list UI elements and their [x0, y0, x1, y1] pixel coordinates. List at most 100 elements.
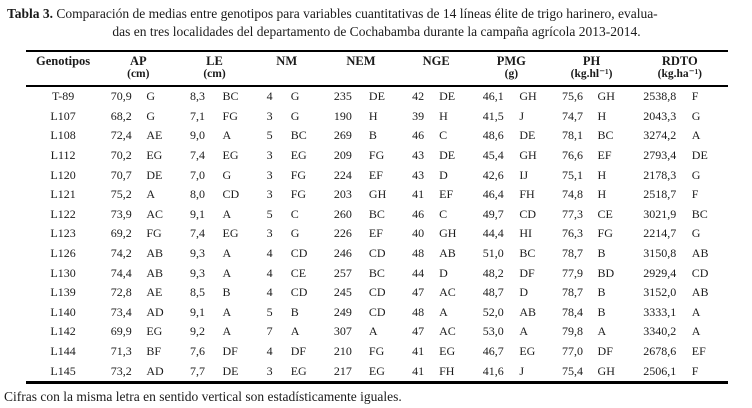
genotype-cell: T-89	[51, 89, 75, 104]
value-cell-ap: 74,4	[110, 265, 132, 280]
value-cell-pmg: 48,7	[482, 285, 504, 300]
value-cell-rdto: 2518,7	[643, 187, 677, 202]
value-cell-ap: 71,3	[110, 344, 132, 359]
letters-cell-nm: G	[290, 226, 300, 241]
table-row: L121 75,2 A 8,0 CD 3 FG 203 GH 41 EF 46,4 FH 74,8 H 251…	[26, 185, 728, 205]
letters-cell-nm: FG	[290, 187, 307, 202]
letters-cell-rdto: F	[691, 187, 699, 202]
letters-cell-pmg: GH	[519, 89, 537, 104]
letters-cell-pmg: HI	[519, 226, 532, 241]
value-cell-rdto: 2178,3	[643, 167, 677, 182]
column-header-ph: PH (kg.hl⁻¹)	[551, 51, 631, 86]
value-cell-le: 7,4	[189, 226, 205, 241]
letters-cell-le: A	[222, 246, 232, 261]
letters-cell-le: A	[222, 304, 232, 319]
value-cell-ph: 78,1	[561, 128, 583, 143]
letters-cell-nm: EG	[290, 148, 307, 163]
value-cell-rdto: 3152,0	[643, 285, 677, 300]
value-cell-pmg: 41,6	[482, 363, 504, 378]
value-cell-ap: 72,8	[110, 285, 132, 300]
column-header-nem-abbr: NEM	[346, 54, 376, 68]
letters-cell-rdto: G	[691, 167, 701, 182]
value-cell-pmg: 41,5	[482, 108, 504, 123]
table-row: L108 72,4 AE 9,0 A 5 BC 269 B 46 C 48,6 DE 78,1 BC 3274…	[26, 126, 728, 146]
value-cell-nem: 203	[333, 187, 352, 202]
value-cell-rdto: 3333,1	[643, 304, 677, 319]
letters-cell-nge: C	[439, 206, 448, 221]
letters-cell-ap: G	[146, 89, 155, 104]
value-cell-pmg: 53,0	[482, 324, 504, 339]
genotype-cell: L112	[50, 148, 76, 163]
value-cell-nm: 5	[266, 128, 273, 143]
value-cell-nge: 41	[412, 187, 425, 202]
table-header: Genotipos AP (cm) LE (cm) NM NEM NGE PMG (g) PH (kg…	[26, 51, 728, 86]
value-cell-rdto: 3150,8	[643, 246, 677, 261]
value-cell-nm: 7	[266, 324, 273, 339]
value-cell-pmg: 48,6	[482, 128, 504, 143]
letters-cell-rdto: AB	[691, 285, 709, 300]
value-cell-nm: 4	[266, 246, 273, 261]
letters-cell-le: EG	[222, 226, 239, 241]
value-cell-le: 9,2	[189, 324, 205, 339]
value-cell-ap: 73,2	[110, 363, 132, 378]
genotype-cell: L145	[50, 363, 76, 378]
table-row: T-89 70,9 G 8,3 BC 4 G 235 DE 42 DE 46,1 GH 75,6 GH 253…	[26, 86, 728, 107]
letters-cell-nm: BC	[290, 128, 307, 143]
letters-cell-nge: D	[439, 167, 448, 182]
value-cell-nem: 307	[333, 324, 352, 339]
letters-cell-le: G	[222, 167, 232, 182]
value-cell-rdto: 2214,7	[643, 226, 677, 241]
letters-cell-nem: BC	[368, 206, 385, 221]
value-cell-nm: 4	[266, 344, 273, 359]
value-cell-nem: 224	[333, 167, 352, 182]
genotype-cell: L144	[50, 344, 76, 359]
value-cell-ph: 76,3	[561, 226, 583, 241]
letters-cell-pmg: AB	[519, 304, 536, 319]
letters-cell-rdto: DE	[691, 148, 708, 163]
letters-cell-ap: BF	[146, 344, 161, 359]
value-cell-ap: 74,2	[110, 246, 132, 261]
letters-cell-nm: A	[290, 324, 300, 339]
letters-cell-nge: AC	[439, 324, 456, 339]
column-header-nm: NM	[253, 51, 321, 86]
value-cell-le: 9,3	[189, 246, 205, 261]
letters-cell-ap: AE	[146, 128, 163, 143]
value-cell-ap: 75,2	[110, 187, 132, 202]
letters-cell-ph: H	[597, 108, 607, 123]
value-cell-le: 8,5	[189, 285, 205, 300]
letters-cell-nem: EG	[368, 363, 385, 378]
value-cell-le: 9,3	[189, 265, 205, 280]
value-cell-nge: 44	[412, 265, 425, 280]
letters-cell-ph: B	[597, 246, 606, 261]
letters-cell-le: CD	[222, 187, 240, 202]
value-cell-ph: 77,9	[561, 265, 583, 280]
letters-cell-ap: AB	[146, 265, 163, 280]
letters-cell-ap: EG	[146, 324, 163, 339]
value-cell-nm: 3	[266, 148, 273, 163]
value-cell-nem: 226	[333, 226, 352, 241]
letters-cell-nge: DE	[439, 148, 456, 163]
value-cell-nge: 48	[412, 304, 425, 319]
letters-cell-nem: EF	[368, 226, 383, 241]
table-footnote: Cifras con la misma letra en sentido ver…	[4, 388, 402, 404]
value-cell-nge: 48	[412, 246, 425, 261]
value-cell-nge: 47	[412, 285, 425, 300]
table-body: T-89 70,9 G 8,3 BC 4 G 235 DE 42 DE 46,1 GH 75,6 GH 253…	[26, 86, 728, 383]
value-cell-ph: 75,4	[561, 363, 583, 378]
value-cell-pmg: 46,1	[482, 89, 504, 104]
letters-cell-ph: EF	[597, 148, 612, 163]
table-row: L145 73,2 AD 7,7 DE 3 EG 217 EG 41 FH 41,6 J 75,4 GH 25…	[26, 361, 728, 383]
letters-cell-ap: DE	[146, 167, 163, 182]
letters-cell-ph: BD	[597, 265, 615, 280]
letters-cell-ap: AE	[146, 285, 163, 300]
letters-cell-nm: B	[290, 304, 299, 319]
letters-cell-ph: BC	[597, 128, 614, 143]
table-row: L122 73,9 AC 9,1 A 5 C 260 BC 46 C 49,7 CD 77,3 CE 3021…	[26, 205, 728, 225]
letters-cell-ph: CE	[597, 206, 613, 221]
letters-cell-pmg: DE	[519, 128, 536, 143]
genotype-cell: L142	[50, 324, 76, 339]
table-row: L142 69,9 EG 9,2 A 7 A 307 A 47 AC 53,0 A 79,8 A 3340,2…	[26, 322, 728, 342]
value-cell-ph: 79,8	[561, 324, 583, 339]
value-cell-pmg: 45,4	[482, 148, 504, 163]
letters-cell-nm: CD	[290, 285, 308, 300]
